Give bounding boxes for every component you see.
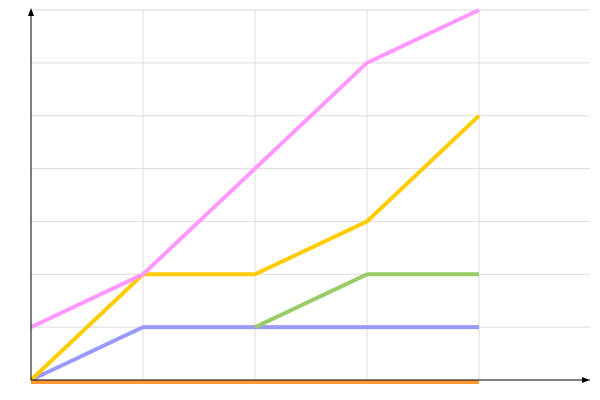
axes — [28, 8, 590, 383]
series-line-4 — [30, 8, 480, 329]
x-axis-arrow — [582, 377, 590, 383]
series-group — [29, 8, 481, 384]
y-axis-arrow — [28, 8, 34, 16]
grid — [31, 9, 590, 380]
series-line-2 — [254, 272, 479, 329]
series-line-3 — [29, 114, 481, 382]
